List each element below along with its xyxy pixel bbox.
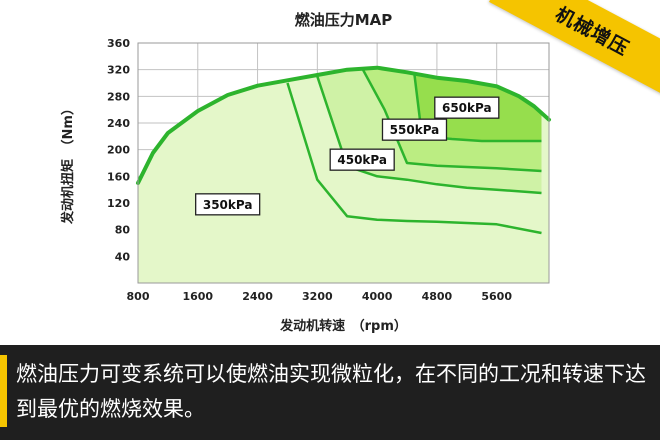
region-label-text: 650kPa [442, 101, 492, 115]
y-tick-label: 240 [107, 117, 130, 130]
x-tick-label: 4800 [422, 290, 453, 303]
caption-accent-bar [0, 355, 7, 427]
region-label: 650kPa [434, 96, 500, 119]
region-label-box [195, 193, 261, 216]
y-tick-label: 280 [107, 90, 130, 103]
contour-line-4 [413, 74, 542, 143]
region-label: 350kPa [195, 193, 261, 216]
x-tick-label: 1600 [182, 290, 213, 303]
chart-area: 800 1600 2400 3200 4000 4800 5600 40 80 120 160 200… [60, 11, 551, 334]
region-label-text: 350kPa [203, 198, 253, 212]
y-tick-label: 360 [107, 37, 130, 50]
region-label-box [329, 148, 395, 171]
y-tick-label: 320 [107, 64, 130, 77]
chart-title: 燃油压力MAP [295, 11, 393, 29]
x-tick-label: 3200 [302, 290, 333, 303]
caption-panel: 燃油压力可变系统可以使燃油实现微粒化，在不同的工况和转速下达到最优的燃烧效果。 [0, 345, 660, 440]
y-axis-label: 发动机扭矩 （Nm） [60, 102, 76, 225]
y-tick-label: 120 [107, 197, 130, 210]
region-label-text: 450kPa [337, 153, 387, 167]
caption-text: 燃油压力可变系统可以使燃油实现微粒化，在不同的工况和转速下达到最优的燃烧效果。 [16, 362, 646, 421]
contour-line-1 [286, 82, 542, 235]
x-tick-label: 2400 [242, 290, 273, 303]
y-tick-label: 80 [115, 224, 131, 237]
contour-line-3 [361, 67, 542, 173]
region-label-text: 550kPa [390, 123, 440, 137]
region-label-box [434, 96, 500, 119]
y-tick-label: 160 [107, 170, 130, 183]
y-tick-label: 40 [115, 250, 131, 263]
plot-frame [137, 42, 550, 284]
axes: 800 1600 2400 3200 4000 4800 5600 40 80 120 160 200… [60, 11, 550, 334]
x-tick-label: 4000 [362, 290, 393, 303]
region-label-box [381, 118, 448, 141]
max-torque-line [136, 65, 551, 185]
x-axis-label: 发动机转速 （rpm） [279, 318, 407, 334]
region-label: 550kPa [381, 118, 448, 141]
x-tick-label: 5600 [481, 290, 512, 303]
x-tick-label: 800 [127, 290, 150, 303]
fuel-pressure-map-chart: 800 1600 2400 3200 4000 4800 5600 40 80 120 160 200… [60, 11, 551, 334]
region-label: 450kPa [329, 148, 395, 171]
y-tick-label: 200 [107, 144, 130, 157]
